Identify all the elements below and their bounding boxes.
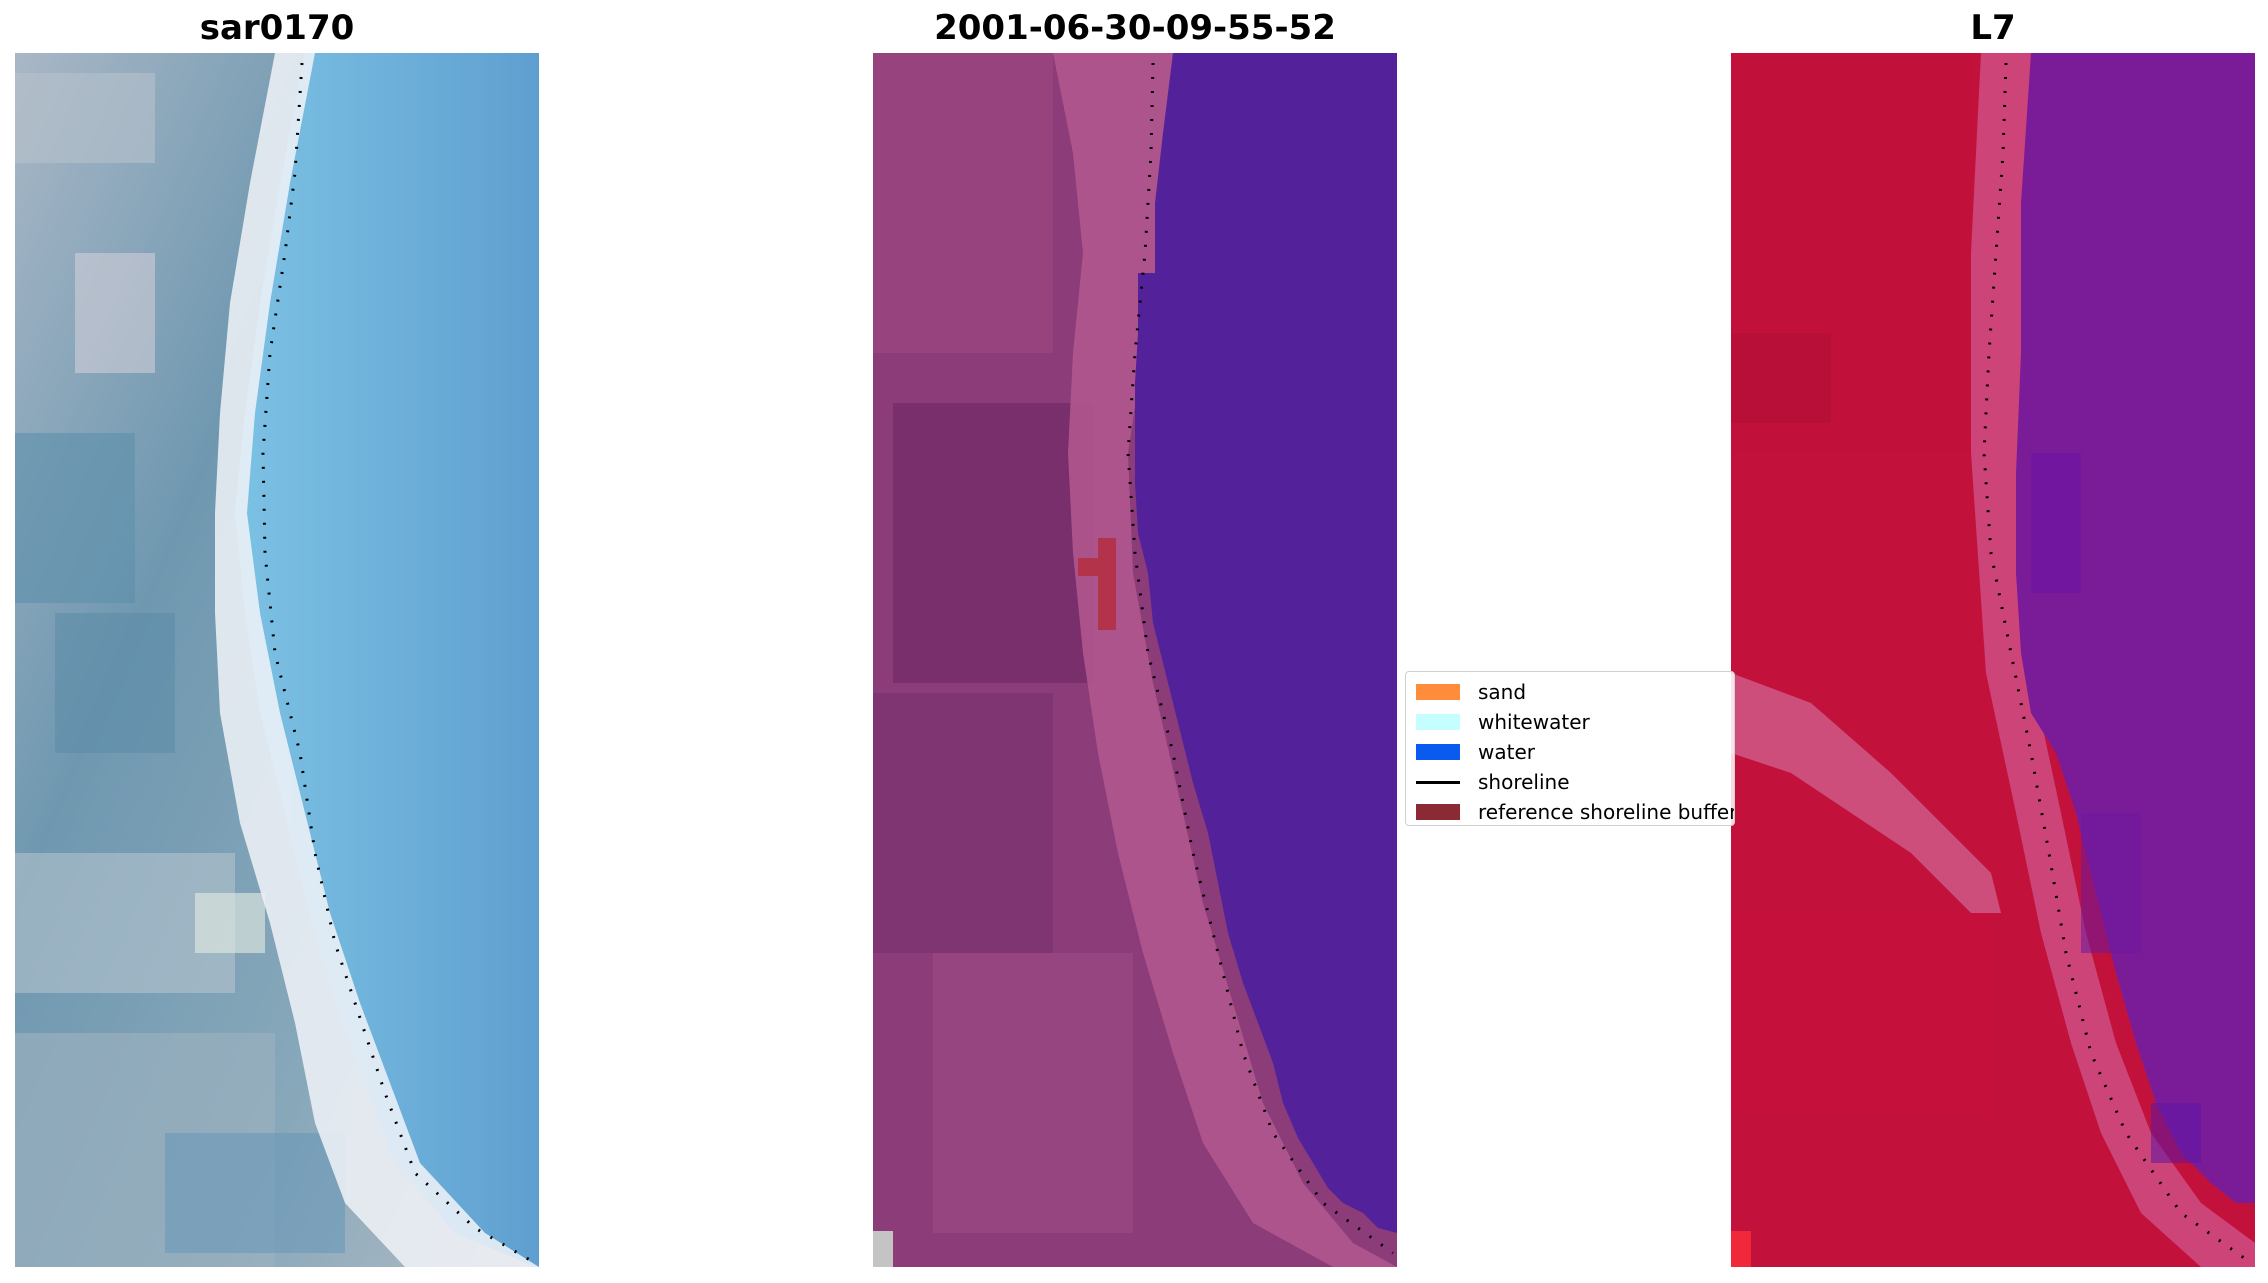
legend: sand whitewater water shoreline referenc… [1405,671,1735,826]
reference-buffer-swatch [1416,804,1460,820]
classified-image [873,53,1397,1267]
legend-label: shoreline [1478,770,1570,794]
panel-title-rgb: sar0170 [199,8,355,48]
legend-item-sand: sand [1416,678,1526,706]
satellite-image [1731,53,2255,1267]
legend-label: water [1478,740,1535,764]
water-swatch [1416,744,1460,760]
satellite-image-panel [1731,53,2255,1267]
reference-buffer-marker [1098,538,1116,630]
rgb-image [15,53,539,1267]
shoreline-path [261,62,536,1265]
legend-label: reference shoreline buffer [1478,800,1735,824]
legend-label: whitewater [1478,710,1590,734]
rgb-image-panel [15,53,539,1267]
whitewater-swatch [1416,714,1460,730]
classified-image-panel [873,53,1397,1267]
legend-label: sand [1478,680,1527,704]
panel-title-satellite: L7 [1970,8,2016,48]
panel-title-date: 2001-06-30-09-55-52 [934,8,1336,48]
sand-swatch [1416,684,1460,700]
legend-item-shoreline: shoreline [1416,768,1570,796]
legend-item-reference-buffer: reference shoreline buffer [1416,798,1735,825]
shoreline-line-icon [1416,780,1460,784]
legend-item-water: water [1416,738,1535,766]
legend-item-whitewater: whitewater [1416,708,1590,736]
